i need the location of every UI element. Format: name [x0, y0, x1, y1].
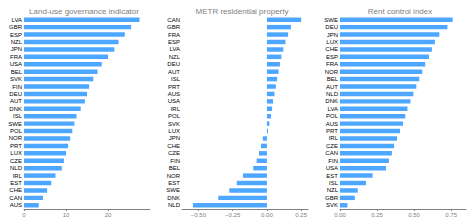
svg-text:CZE: CZE — [326, 143, 338, 149]
svg-text:0.50: 0.50 — [408, 212, 420, 218]
svg-text:DEU: DEU — [9, 91, 22, 97]
svg-text:0.00: 0.00 — [334, 212, 346, 218]
svg-text:FRA: FRA — [168, 32, 180, 38]
svg-text:USA: USA — [10, 61, 22, 67]
svg-text:POL: POL — [168, 113, 181, 119]
svg-text:Rent control index: Rent control index — [368, 7, 432, 16]
svg-text:LUX: LUX — [10, 150, 22, 156]
svg-text:Land-use governance indicator: Land-use governance indicator — [29, 7, 139, 16]
svg-text:ISL: ISL — [329, 180, 339, 186]
svg-text:−0.50: −0.50 — [191, 212, 207, 218]
svg-text:LVA: LVA — [328, 106, 338, 112]
svg-text:AUT: AUT — [10, 98, 22, 104]
svg-text:SWE: SWE — [324, 17, 338, 23]
svg-text:BEL: BEL — [11, 69, 23, 75]
svg-text:ESP: ESP — [326, 54, 338, 60]
svg-text:NZL: NZL — [11, 39, 23, 45]
svg-text:NLD: NLD — [168, 202, 181, 208]
svg-text:DNK: DNK — [325, 98, 338, 104]
svg-text:0.25: 0.25 — [295, 212, 307, 218]
svg-text:DEU: DEU — [325, 24, 338, 30]
svg-text:CHE: CHE — [167, 143, 180, 149]
svg-text:JPN: JPN — [327, 32, 338, 38]
svg-text:IRL: IRL — [171, 106, 181, 112]
svg-text:IRL: IRL — [13, 173, 23, 179]
svg-text:NOR: NOR — [9, 135, 23, 141]
svg-text:CHE: CHE — [325, 46, 338, 52]
svg-text:20: 20 — [105, 212, 112, 218]
svg-text:BEL: BEL — [169, 165, 181, 171]
svg-text:CAN: CAN — [325, 150, 338, 156]
svg-text:NZL: NZL — [327, 187, 339, 193]
svg-text:0: 0 — [22, 212, 26, 218]
svg-text:METR residential property: METR residential property — [196, 7, 289, 16]
svg-text:BEL: BEL — [327, 76, 339, 82]
svg-text:CZE: CZE — [10, 158, 22, 164]
svg-text:IRL: IRL — [329, 135, 339, 141]
svg-text:USA: USA — [168, 98, 180, 104]
svg-text:PRT: PRT — [326, 128, 338, 134]
svg-text:SVK: SVK — [168, 121, 180, 127]
svg-text:NOR: NOR — [325, 69, 339, 75]
svg-text:POL: POL — [326, 113, 339, 119]
svg-text:JPN: JPN — [11, 46, 22, 52]
svg-text:LVA: LVA — [170, 46, 180, 52]
svg-text:EST: EST — [326, 173, 338, 179]
svg-text:ISL: ISL — [13, 113, 23, 119]
svg-text:0.00: 0.00 — [261, 212, 273, 218]
svg-text:JPN: JPN — [169, 135, 180, 141]
svg-text:EST: EST — [10, 180, 22, 186]
svg-text:GBR: GBR — [167, 24, 181, 30]
svg-text:LUX: LUX — [326, 39, 338, 45]
svg-text:PRT: PRT — [168, 84, 180, 90]
svg-text:AUS: AUS — [168, 91, 180, 97]
svg-text:AUT: AUT — [326, 84, 338, 90]
svg-text:FIN: FIN — [328, 158, 338, 164]
svg-text:GBR: GBR — [9, 24, 23, 30]
svg-text:AUS: AUS — [326, 121, 338, 127]
svg-text:CAN: CAN — [167, 17, 180, 23]
svg-text:NZL: NZL — [169, 54, 181, 60]
svg-text:0.75: 0.75 — [445, 212, 457, 218]
svg-text:AUT: AUT — [168, 69, 180, 75]
svg-text:AUS: AUS — [10, 202, 22, 208]
svg-text:CHE: CHE — [9, 187, 22, 193]
svg-text:FRA: FRA — [10, 54, 22, 60]
svg-text:DNK: DNK — [9, 106, 22, 112]
svg-text:FIN: FIN — [170, 158, 180, 164]
svg-text:ESP: ESP — [10, 32, 22, 38]
svg-text:PRT: PRT — [10, 143, 22, 149]
svg-text:FRA: FRA — [326, 61, 338, 67]
svg-text:DEU: DEU — [167, 61, 180, 67]
svg-text:FIN: FIN — [12, 84, 22, 90]
svg-text:EST: EST — [168, 180, 180, 186]
svg-text:ESP: ESP — [168, 39, 180, 45]
svg-text:CAN: CAN — [9, 195, 22, 201]
svg-text:CZE: CZE — [168, 150, 180, 156]
svg-text:GBR: GBR — [325, 195, 339, 201]
svg-text:0.25: 0.25 — [371, 212, 383, 218]
svg-text:DNK: DNK — [167, 195, 180, 201]
svg-text:SVK: SVK — [10, 76, 22, 82]
svg-text:LVA: LVA — [12, 17, 22, 23]
svg-text:SVK: SVK — [326, 202, 338, 208]
svg-text:−0.25: −0.25 — [225, 212, 241, 218]
svg-text:SWE: SWE — [8, 121, 22, 127]
svg-text:POL: POL — [10, 128, 23, 134]
svg-text:SWE: SWE — [166, 187, 180, 193]
svg-text:LUX: LUX — [168, 128, 180, 134]
svg-text:NLD: NLD — [10, 165, 23, 171]
svg-text:NLD: NLD — [326, 91, 339, 97]
svg-text:ISL: ISL — [171, 76, 181, 82]
svg-text:USA: USA — [326, 165, 338, 171]
svg-text:10: 10 — [63, 212, 70, 218]
svg-text:NOR: NOR — [167, 173, 181, 179]
